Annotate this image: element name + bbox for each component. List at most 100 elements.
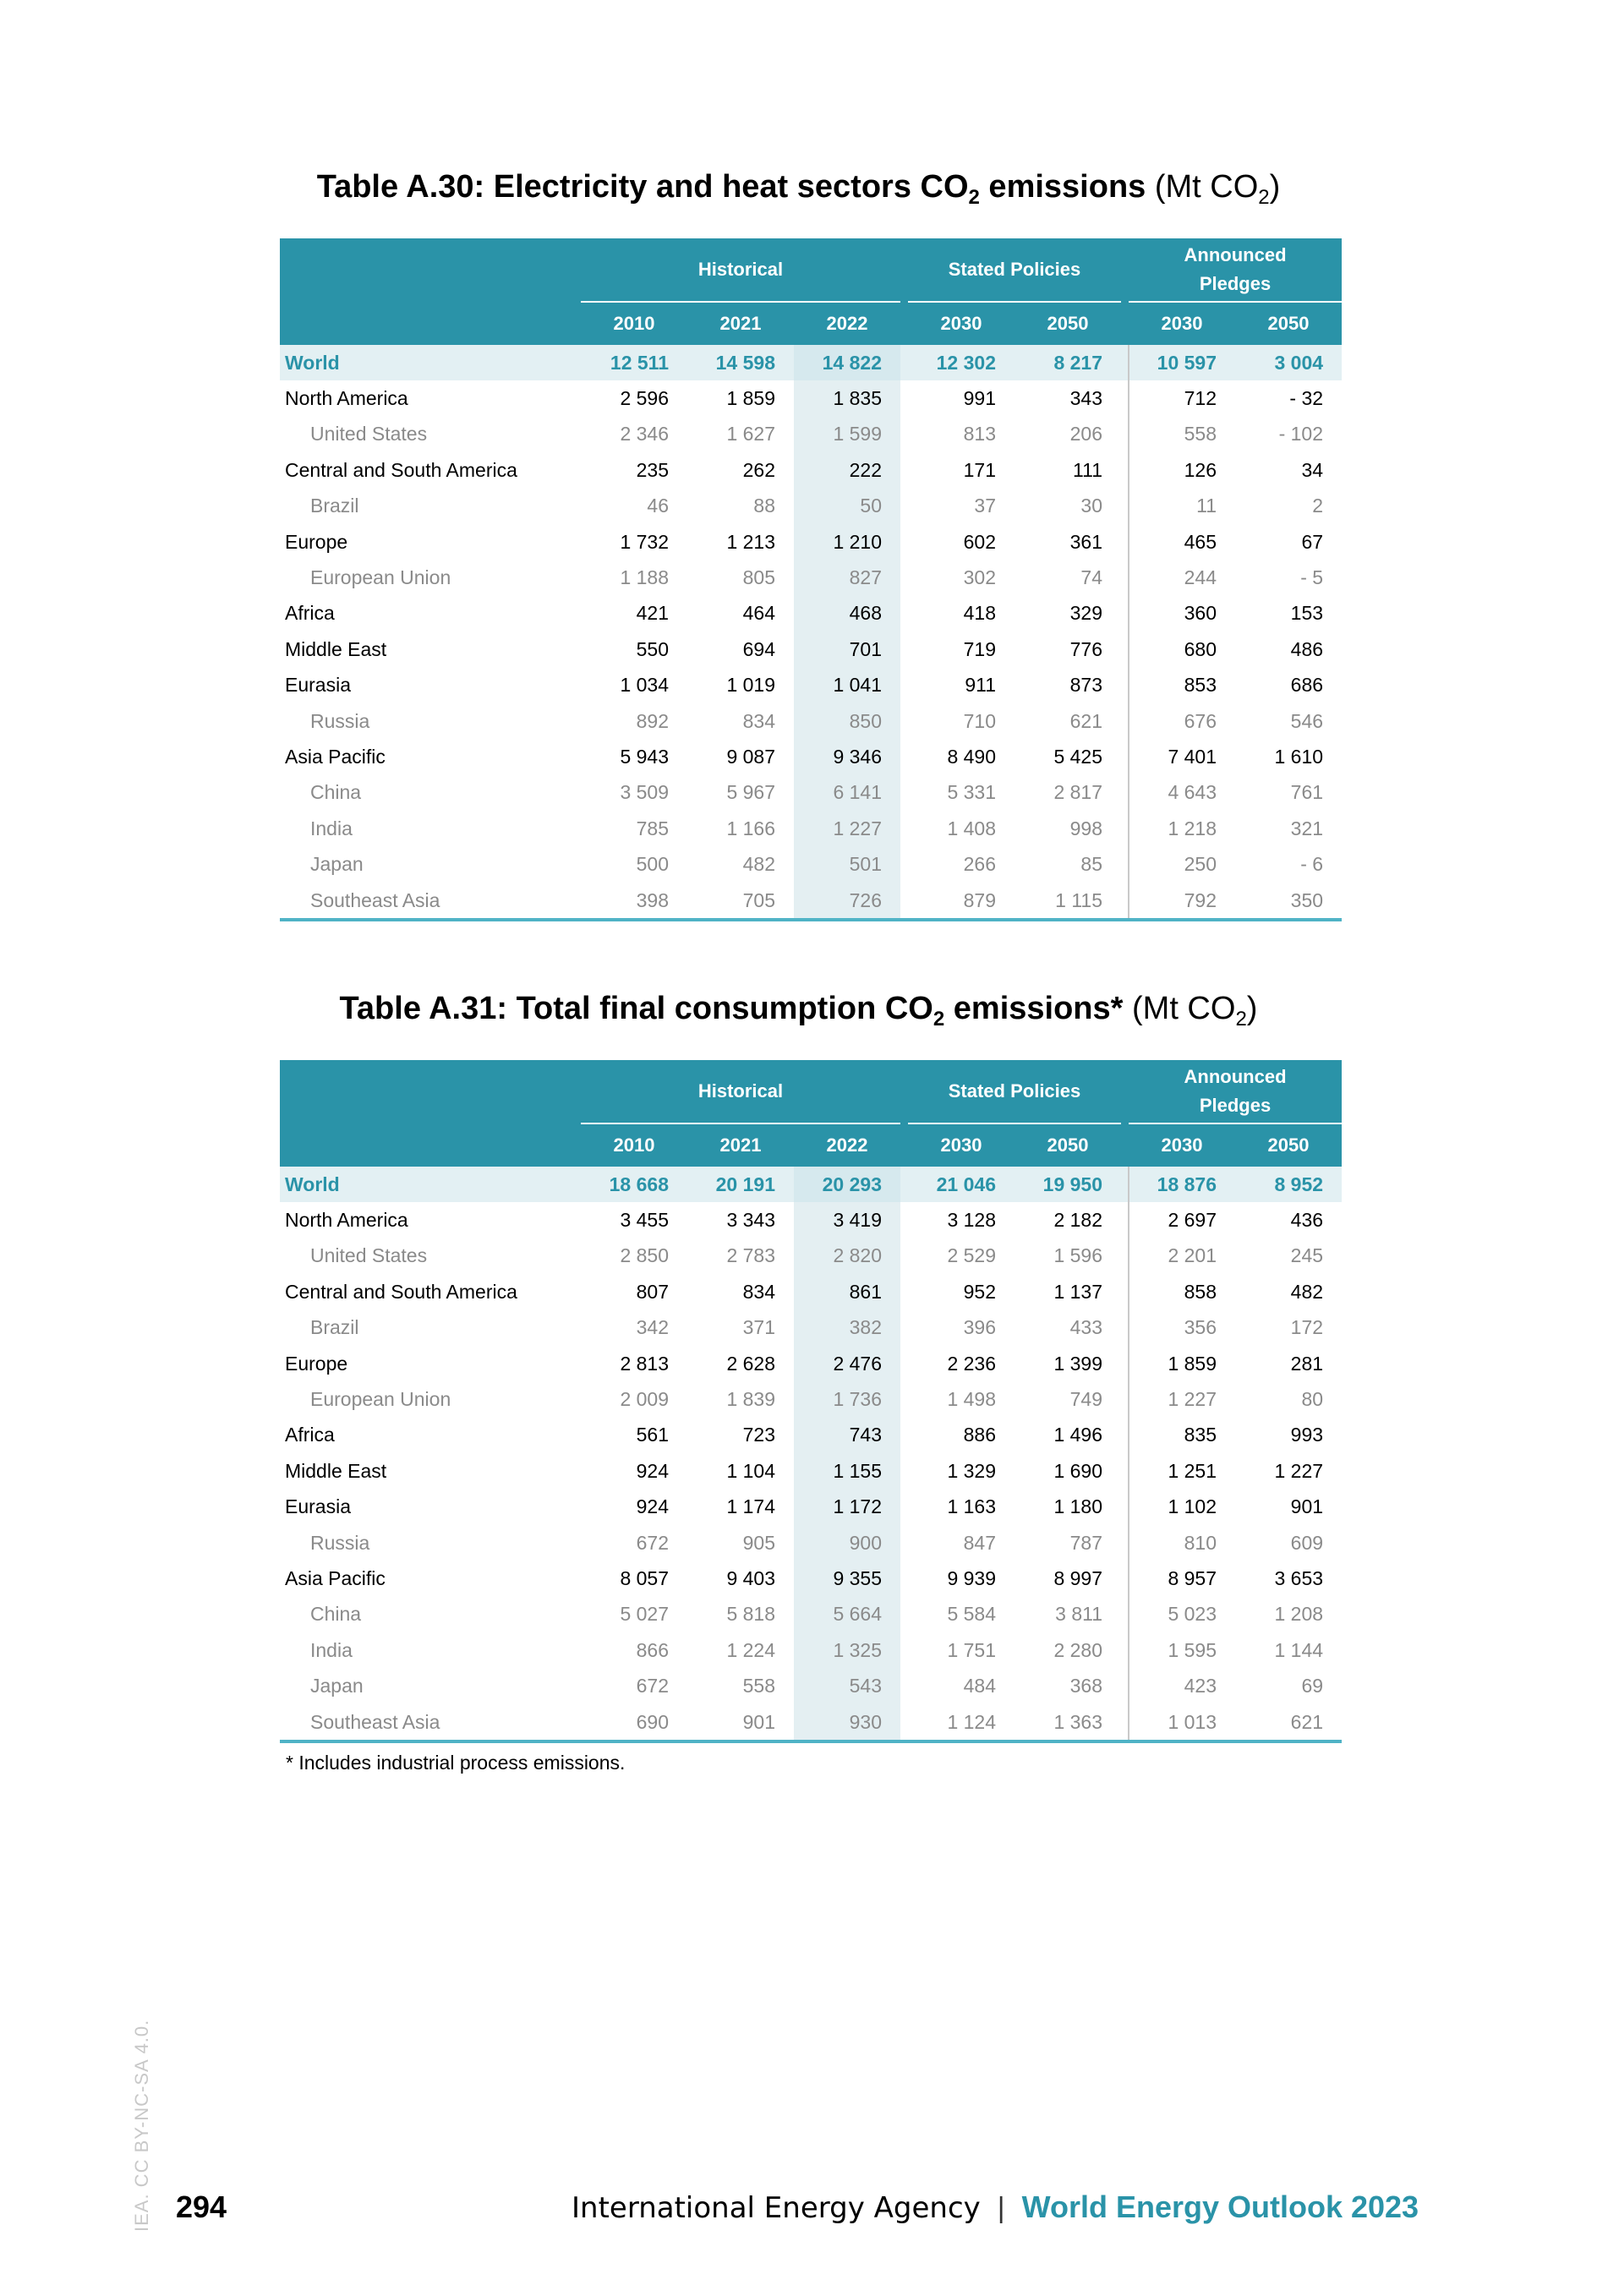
value-cell: 8 952 xyxy=(1235,1167,1343,1203)
value-cell: 1 124 xyxy=(908,1703,1015,1744)
group-historical: Historical xyxy=(581,1060,900,1124)
header-year-row: 2010 2021 2022 2030 2050 2030 2050 xyxy=(280,302,1343,345)
region-name: Africa xyxy=(285,602,335,625)
group-stated-policies: Stated Policies xyxy=(908,1060,1122,1124)
table-row: Eurasia 924 1 174 1 172 1 163 1 180 1 102 901 xyxy=(280,1489,1342,1525)
region-name: Russia xyxy=(310,709,370,732)
value-cell: 672 xyxy=(636,1531,669,1554)
unit-close: ) xyxy=(1269,169,1281,205)
unit-close: ) xyxy=(1246,991,1258,1026)
table-row: United States 2 346 1 627 1 599 813 206 558 - 1… xyxy=(280,416,1342,453)
year-header: 2010 xyxy=(581,302,687,345)
value-cell: 792 xyxy=(1128,882,1236,922)
table-row: Russia 672 905 900 847 787 810 609 xyxy=(280,1524,1342,1561)
page-footer: International Energy Agency | World Energy… xyxy=(572,2189,1419,2225)
value-cell: 371 xyxy=(742,1316,775,1339)
value-cell: 2 697 xyxy=(1128,1202,1236,1238)
value-cell: 680 xyxy=(1128,631,1236,668)
cell-gap xyxy=(900,596,908,631)
value-cell: 8 997 xyxy=(1053,1566,1103,1589)
value-cell: 67 xyxy=(1301,530,1324,553)
value-cell: 2 201 xyxy=(1128,1238,1236,1275)
cell-gap xyxy=(1121,1202,1129,1238)
value-cell: 1 610 xyxy=(1274,745,1324,768)
value-cell: 743 xyxy=(794,1417,900,1454)
year-header: 2021 xyxy=(687,1123,794,1167)
region-name: Japan xyxy=(310,853,364,876)
value-cell: 1 019 xyxy=(726,674,775,697)
value-cell: 2 596 xyxy=(620,387,669,410)
title-text: Table A.31: Total final consumption CO xyxy=(339,991,933,1026)
value-cell: 723 xyxy=(742,1424,775,1446)
value-cell: 710 xyxy=(963,709,996,732)
header-gap xyxy=(1121,238,1129,302)
region-name: Europe xyxy=(285,530,348,553)
table-a31: Historical Stated Policies Announced Pledg… xyxy=(280,1060,1343,1744)
value-cell: 80 xyxy=(1301,1388,1324,1411)
year-header: 2010 xyxy=(581,1123,687,1167)
value-cell: 3 128 xyxy=(947,1209,996,1232)
cell-gap xyxy=(900,1381,908,1417)
region-name: North America xyxy=(285,1209,408,1232)
value-cell: 3 343 xyxy=(726,1209,775,1232)
value-cell: 1 408 xyxy=(947,817,996,839)
table-row: Brazil 342 371 382 396 433 356 172 xyxy=(280,1309,1342,1346)
value-cell: 5 818 xyxy=(726,1603,775,1626)
value-cell: 14 822 xyxy=(794,345,900,381)
value-cell: 266 xyxy=(963,853,996,876)
region-name: Eurasia xyxy=(285,1495,351,1518)
value-cell: 807 xyxy=(636,1280,669,1303)
cell-gap xyxy=(900,1274,908,1309)
value-cell: 126 xyxy=(1128,452,1236,489)
value-cell: 621 xyxy=(1235,1703,1343,1744)
table-row: Middle East 550 694 701 719 776 680 486 xyxy=(280,631,1342,668)
value-cell: 5 331 xyxy=(947,781,996,804)
value-cell: 2 850 xyxy=(620,1244,669,1267)
value-cell: 805 xyxy=(742,566,775,589)
value-cell: 543 xyxy=(794,1668,900,1704)
footer-publication: World Energy Outlook 2023 xyxy=(1021,2189,1419,2224)
cell-gap xyxy=(900,1490,908,1525)
cell-gap xyxy=(1121,1668,1129,1703)
value-cell: 1 690 xyxy=(1053,1459,1103,1482)
value-cell: 484 xyxy=(963,1675,996,1697)
value-cell: 3 653 xyxy=(1274,1566,1324,1589)
value-cell: 1 210 xyxy=(794,523,900,560)
value-cell: 1 188 xyxy=(620,566,669,589)
value-cell: 827 xyxy=(794,560,900,596)
value-cell: 1 208 xyxy=(1274,1603,1324,1626)
value-cell: 676 xyxy=(1128,702,1236,740)
cell-gap xyxy=(900,560,908,595)
table-a30: Historical Stated Policies Announced Pledg… xyxy=(280,238,1343,922)
value-cell: 550 xyxy=(636,637,669,660)
value-cell: 3 509 xyxy=(620,781,669,804)
value-cell: 423 xyxy=(1128,1668,1236,1704)
value-cell: 222 xyxy=(794,452,900,489)
value-cell: 235 xyxy=(636,458,669,481)
header-gap xyxy=(900,302,908,345)
year-header: 2050 xyxy=(1015,1123,1122,1167)
value-cell: 1 224 xyxy=(726,1638,775,1661)
value-cell: 3 455 xyxy=(620,1209,669,1232)
value-cell: 2 xyxy=(1312,495,1324,517)
value-cell: 74 xyxy=(1080,566,1103,589)
value-cell: 1 839 xyxy=(726,1388,775,1411)
year-header: 2030 xyxy=(908,1123,1015,1167)
region-name: India xyxy=(310,817,353,839)
header-gap xyxy=(900,1060,908,1123)
footer-separator: | xyxy=(997,2192,1005,2224)
value-cell: 418 xyxy=(963,602,996,625)
value-cell: 905 xyxy=(742,1531,775,1554)
cell-gap xyxy=(1121,560,1129,595)
value-cell: 398 xyxy=(581,882,687,922)
region-name: Eurasia xyxy=(285,674,351,697)
cell-gap xyxy=(1121,1238,1129,1274)
value-cell: 866 xyxy=(636,1638,669,1661)
value-cell: 5 027 xyxy=(620,1603,669,1626)
value-cell: 1 736 xyxy=(794,1381,900,1418)
cell-gap xyxy=(1121,417,1129,452)
cell-gap xyxy=(900,882,908,922)
value-cell: 911 xyxy=(965,674,996,697)
value-cell: 262 xyxy=(742,458,775,481)
value-cell: 879 xyxy=(908,882,1015,922)
